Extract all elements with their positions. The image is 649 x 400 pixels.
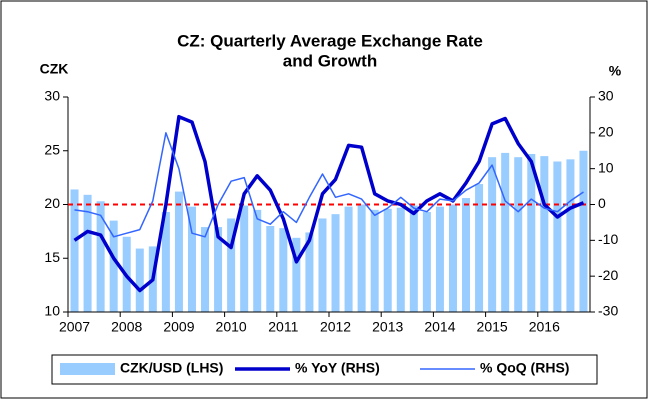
y-tick-label: 25 — [44, 141, 60, 157]
bar — [475, 184, 484, 312]
bar — [370, 209, 379, 312]
bar — [187, 206, 196, 312]
bar — [305, 232, 314, 312]
x-tick-label: 2011 — [268, 319, 298, 335]
bar — [448, 204, 457, 312]
bar — [253, 209, 262, 312]
chart-title: CZ: Quarterly Average Exchange Rate — [177, 31, 483, 50]
y2-tick-label: 0 — [598, 195, 606, 211]
y2-tick-label: -30 — [598, 303, 618, 319]
bar — [279, 228, 288, 312]
bar — [462, 198, 471, 312]
bar — [435, 206, 444, 312]
bar — [527, 153, 536, 312]
y-tick-label: 10 — [44, 303, 60, 319]
x-tick-label: 2014 — [424, 319, 455, 335]
legend-swatch — [60, 363, 115, 375]
bar — [174, 191, 183, 312]
bar — [422, 212, 431, 312]
y2-tick-label: -20 — [598, 267, 618, 283]
bar — [553, 161, 562, 312]
x-tick-label: 2010 — [216, 319, 247, 335]
line-series — [74, 132, 584, 238]
y-axis-label: CZK — [40, 61, 69, 77]
y-tick-label: 15 — [44, 249, 60, 265]
y-tick-label: 30 — [44, 88, 60, 104]
bar — [214, 227, 223, 312]
legend-label: % QoQ (RHS) — [480, 360, 569, 376]
bar — [409, 205, 418, 312]
bar — [318, 218, 327, 312]
bar — [501, 152, 510, 312]
x-tick-label: 2016 — [529, 319, 560, 335]
bar — [266, 226, 275, 312]
x-tick-label: 2013 — [372, 319, 403, 335]
bar — [331, 214, 340, 312]
y2-tick-label: -10 — [598, 231, 618, 247]
bar — [566, 159, 575, 312]
x-tick-label: 2009 — [163, 319, 194, 335]
bar — [514, 157, 523, 312]
x-tick-label: 2015 — [477, 319, 508, 335]
bar — [135, 248, 144, 312]
bar — [579, 150, 588, 312]
x-tick-label: 2008 — [111, 319, 142, 335]
bar — [488, 157, 497, 312]
legend-label: CZK/USD (LHS) — [120, 360, 223, 376]
chart-title: and Growth — [283, 51, 377, 70]
bar — [344, 206, 353, 312]
bar — [201, 227, 210, 312]
bar — [109, 220, 118, 312]
bar — [240, 205, 249, 312]
bar — [227, 218, 236, 312]
bar — [96, 201, 105, 312]
bar — [357, 204, 366, 312]
x-tick-label: 2012 — [320, 319, 351, 335]
bar — [383, 208, 392, 312]
y2-tick-label: 30 — [598, 88, 614, 104]
bar — [83, 194, 92, 312]
bar — [70, 189, 79, 312]
legend-label: % YoY (RHS) — [295, 360, 380, 376]
y2-axis-label: % — [609, 63, 622, 79]
y2-tick-label: 10 — [598, 159, 614, 175]
bar — [396, 207, 405, 312]
bar — [161, 212, 170, 312]
legend-box — [51, 354, 598, 385]
x-tick-label: 2007 — [59, 319, 90, 335]
bar — [540, 156, 549, 312]
y2-tick-label: 20 — [598, 124, 614, 140]
y-tick-label: 20 — [44, 195, 60, 211]
bar — [292, 237, 301, 312]
